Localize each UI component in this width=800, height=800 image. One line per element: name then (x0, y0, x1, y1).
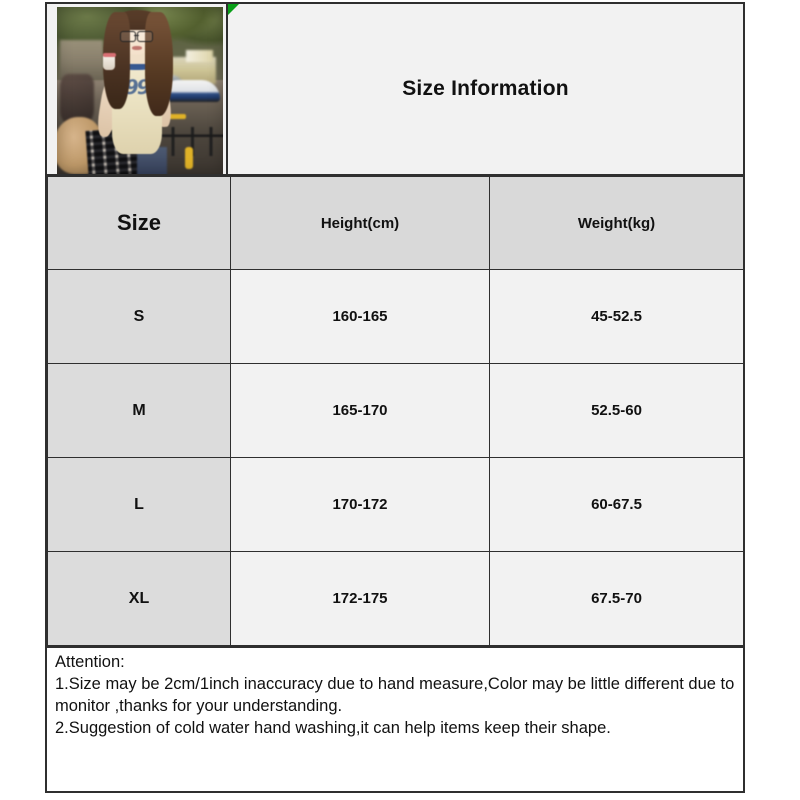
table-row: XL 172-175 67.5-70 (47, 551, 744, 646)
size-chart-table: Size Height(cm) Weight(kg) S 160-165 45-… (47, 176, 744, 646)
cell-height: 170-172 (230, 457, 490, 552)
column-header-size: Size (47, 176, 231, 270)
product-photo: 99 (57, 7, 223, 174)
cell-size: S (47, 269, 231, 364)
title-cell: Size Information (228, 4, 743, 174)
attention-section: Attention: 1.Size may be 2cm/1inch inacc… (47, 646, 743, 791)
table-body: S 160-165 45-52.5 M 165-170 52.5-60 L 17… (47, 269, 744, 646)
table-row: M 165-170 52.5-60 (47, 363, 744, 458)
table-header-row: Size Height(cm) Weight(kg) (47, 176, 744, 270)
cell-size: XL (47, 551, 231, 646)
column-header-height: Height(cm) (230, 176, 490, 270)
table-row: S 160-165 45-52.5 (47, 269, 744, 364)
attention-note-1: 1.Size may be 2cm/1inch inaccuracy due t… (55, 674, 739, 715)
cell-height: 172-175 (230, 551, 490, 646)
table-header: Size Height(cm) Weight(kg) (47, 176, 744, 270)
card-header-band: 99 Size In (47, 4, 743, 176)
attention-note-2: 2.Suggestion of cold water hand washing,… (55, 718, 611, 737)
green-triangle-marker-icon (228, 4, 239, 15)
photo-vignette (57, 7, 223, 174)
page-title: Size Information (402, 77, 569, 100)
cell-weight: 67.5-70 (489, 551, 744, 646)
cell-weight: 60-67.5 (489, 457, 744, 552)
cell-weight: 45-52.5 (489, 269, 744, 364)
cell-height: 165-170 (230, 363, 490, 458)
cell-height: 160-165 (230, 269, 490, 364)
cell-size: L (47, 457, 231, 552)
cell-weight: 52.5-60 (489, 363, 744, 458)
size-information-card: 99 Size In (45, 2, 745, 793)
column-header-weight: Weight(kg) (489, 176, 744, 270)
product-photo-cell: 99 (47, 4, 228, 174)
cell-size: M (47, 363, 231, 458)
table-row: L 170-172 60-67.5 (47, 457, 744, 552)
attention-heading: Attention: (55, 653, 125, 671)
